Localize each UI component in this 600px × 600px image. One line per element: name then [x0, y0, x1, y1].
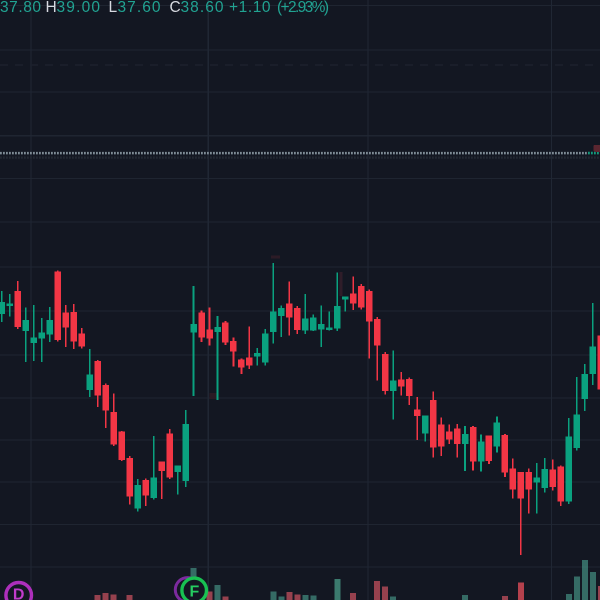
- svg-text:H: H: [46, 0, 57, 16]
- svg-text:D: D: [13, 587, 25, 600]
- svg-text:C: C: [170, 0, 181, 16]
- svg-text:38.60: 38.60: [181, 0, 224, 16]
- svg-text:L: L: [109, 0, 118, 16]
- svg-text:37.80: 37.80: [0, 0, 41, 16]
- svg-text:39.00: 39.00: [57, 0, 101, 16]
- svg-text:+1.10: +1.10: [229, 0, 271, 16]
- svg-text:(+2.93%): (+2.93%): [277, 0, 329, 16]
- svg-text:F: F: [190, 583, 200, 600]
- svg-text:37.60: 37.60: [118, 0, 161, 16]
